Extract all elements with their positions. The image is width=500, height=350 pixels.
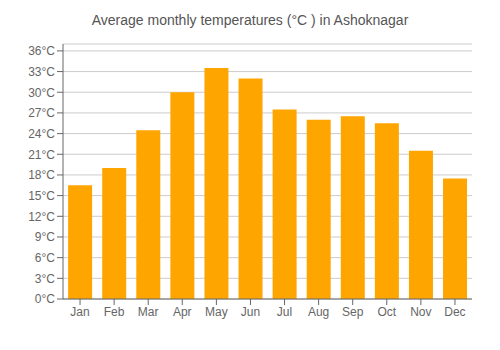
html-text:Average monthly temperatures (: Average monthly temperatures (°C ) in As… xyxy=(91,12,409,28)
svg-text:12°C: 12°C xyxy=(28,210,55,224)
svg-text:May: May xyxy=(205,305,228,319)
svg-text:Apr: Apr xyxy=(173,305,192,319)
svg-text:Jan: Jan xyxy=(70,305,89,319)
svg-text:Dec: Dec xyxy=(444,305,465,319)
svg-text:21°C: 21°C xyxy=(28,148,55,162)
svg-text:Jun: Jun xyxy=(241,305,260,319)
svg-text:Sep: Sep xyxy=(342,305,364,319)
svg-text:36°C: 36°C xyxy=(28,44,55,58)
svg-text:Aug: Aug xyxy=(308,305,329,319)
svg-text:3°C: 3°C xyxy=(35,272,55,286)
svg-text:9°C: 9°C xyxy=(35,230,55,244)
svg-text:Feb: Feb xyxy=(104,305,125,319)
svg-text:24°C: 24°C xyxy=(28,127,55,141)
svg-text:30°C: 30°C xyxy=(28,86,55,100)
svg-text:Oct: Oct xyxy=(377,305,396,319)
svg-text:0°C: 0°C xyxy=(35,292,55,306)
svg-text:Nov: Nov xyxy=(410,305,431,319)
svg-text:Mar: Mar xyxy=(138,305,159,319)
svg-text:27°C: 27°C xyxy=(28,106,55,120)
svg-text:15°C: 15°C xyxy=(28,189,55,203)
svg-text:33°C: 33°C xyxy=(28,65,55,79)
svg-text:Jul: Jul xyxy=(277,305,292,319)
svg-text:18°C: 18°C xyxy=(28,168,55,182)
svg-text:6°C: 6°C xyxy=(35,251,55,265)
